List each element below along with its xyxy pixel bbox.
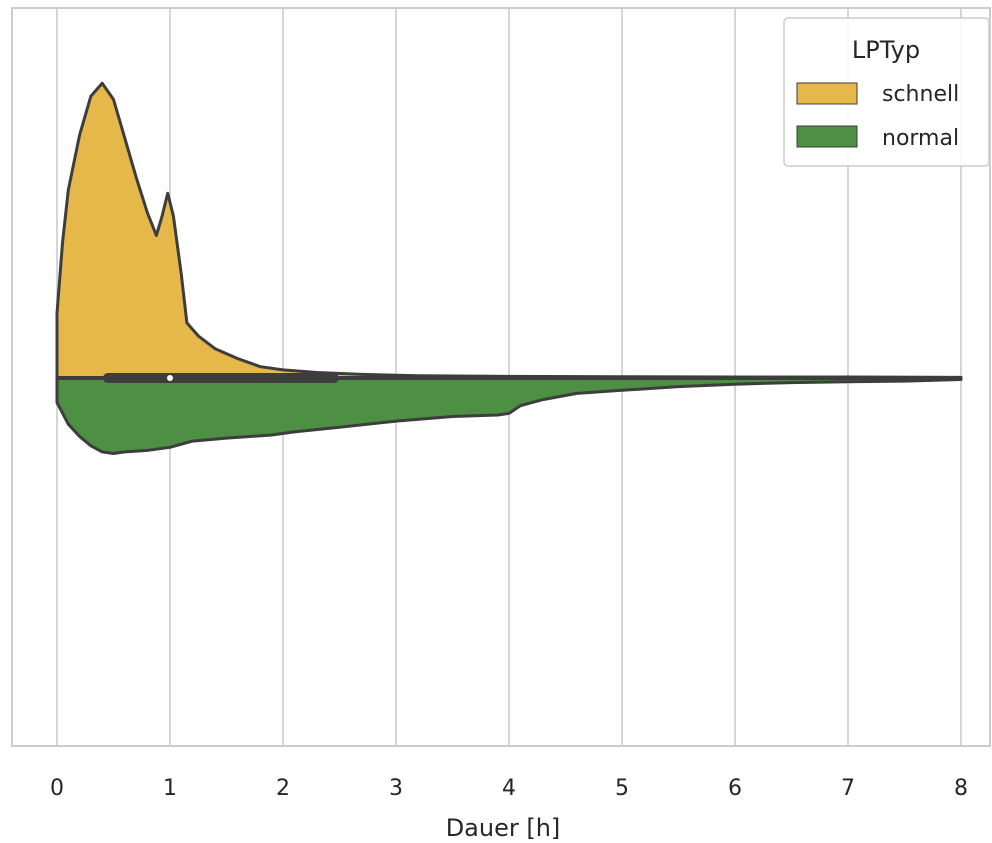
legend-title: LPTyp	[852, 36, 920, 64]
x-axis-label: Dauer [h]	[446, 814, 561, 842]
inner-box	[57, 373, 961, 383]
plot-frame	[11, 7, 991, 747]
box-median	[167, 375, 173, 381]
x-tick-label: 6	[728, 776, 742, 801]
x-tick-label: 7	[841, 776, 855, 801]
legend-swatch-schnell	[796, 82, 858, 105]
x-tick-label: 0	[50, 776, 64, 801]
violin-half-normal	[55, 376, 963, 455]
legend-swatch-normal	[796, 125, 858, 148]
x-tick-label: 4	[502, 776, 516, 801]
legend-label-schnell: schnell	[882, 82, 959, 107]
x-tick-label: 2	[276, 776, 290, 801]
legend-label-normal: normal	[882, 126, 959, 151]
legend: LPTyp schnell normal	[783, 17, 990, 167]
x-tick-label: 1	[163, 776, 177, 801]
x-tick-labels: 0 1 2 3 4 5 6 7 8	[50, 776, 968, 801]
x-tick-label: 8	[954, 776, 968, 801]
x-tick-label: 5	[615, 776, 629, 801]
x-tick-label: 3	[389, 776, 403, 801]
